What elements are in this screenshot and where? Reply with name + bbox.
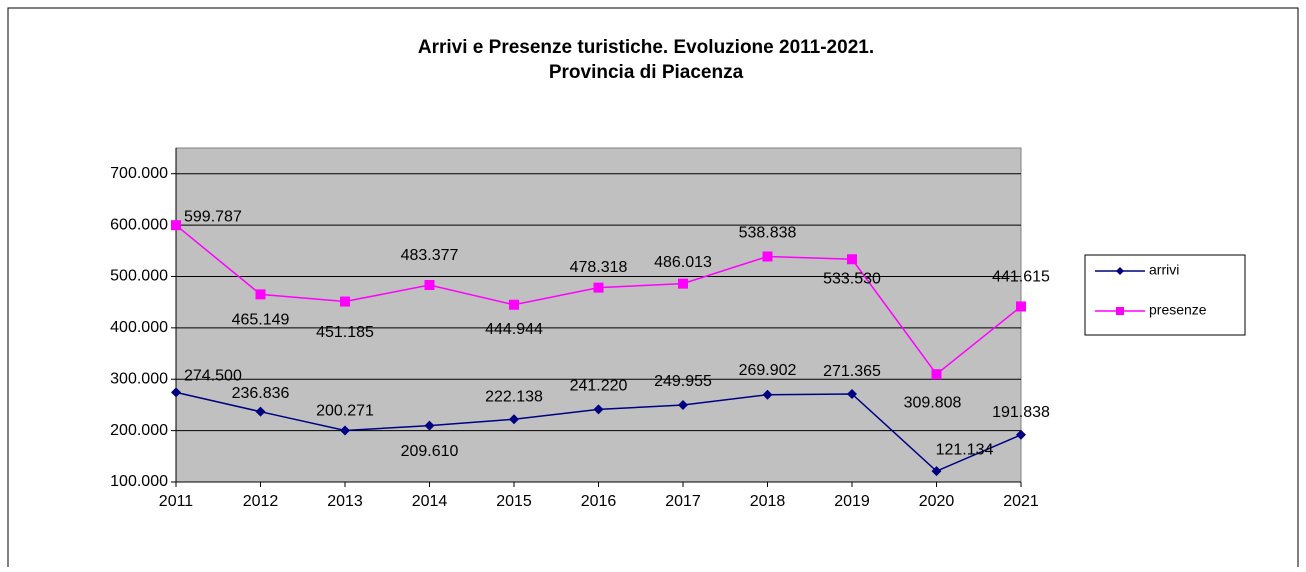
data-label: 483.377 (401, 247, 459, 264)
point (678, 278, 688, 289)
x-tick-label: 2012 (243, 493, 279, 510)
data-label: 200.271 (316, 403, 374, 420)
x-tick-label: 2011 (159, 493, 194, 510)
point (593, 282, 604, 293)
point (1016, 301, 1026, 312)
legend-marker (1116, 307, 1124, 315)
data-label: 465.149 (232, 312, 290, 329)
point (255, 406, 266, 417)
data-label: 222.138 (485, 388, 543, 405)
point (424, 420, 435, 431)
x-tick-label: 2018 (750, 493, 786, 510)
y-tick-label: 400.000 (110, 319, 168, 336)
point (509, 299, 519, 310)
y-tick-label: 700.000 (110, 165, 168, 182)
point (678, 399, 688, 410)
data-label: 451.185 (316, 324, 374, 341)
data-label: 241.220 (570, 378, 628, 395)
y-tick-label: 200.000 (110, 422, 168, 439)
x-tick-label: 2019 (834, 493, 870, 510)
data-label: 441.615 (992, 269, 1050, 286)
data-label: 191.838 (992, 404, 1050, 421)
point (847, 254, 857, 265)
y-tick-label: 100.000 (110, 473, 168, 490)
legend-box (1084, 254, 1246, 336)
y-tick-label: 300.000 (110, 370, 168, 387)
point (424, 280, 435, 291)
point (931, 369, 942, 380)
chart-title: Provincia di Piacenza (549, 62, 744, 83)
point (847, 388, 857, 399)
data-label: 269.902 (739, 362, 797, 379)
point (762, 251, 773, 262)
data-label: 209.610 (401, 443, 459, 460)
point (509, 414, 519, 425)
point (171, 387, 181, 398)
data-label: 444.944 (485, 321, 543, 338)
data-label: 121.134 (936, 441, 994, 458)
plot-area (175, 147, 1022, 483)
data-label: 236.836 (232, 385, 290, 402)
data-label: 249.955 (654, 373, 712, 390)
point (340, 425, 350, 436)
data-label: 599.787 (184, 208, 242, 225)
point (762, 389, 773, 400)
x-tick-label: 2014 (412, 493, 448, 510)
x-tick-label: 2017 (665, 493, 701, 510)
y-tick-label: 500.000 (110, 268, 168, 285)
point (931, 466, 942, 477)
x-tick-label: 2016 (581, 493, 617, 510)
x-tick-label: 2015 (496, 493, 532, 510)
point (255, 289, 266, 300)
x-tick-label: 2020 (919, 493, 955, 510)
data-label: 538.838 (739, 225, 797, 242)
legend-label: arrivi (1149, 262, 1179, 278)
data-label: 309.808 (904, 394, 962, 411)
x-tick-label: 2021 (1003, 493, 1039, 510)
x-tick-label: 2013 (327, 493, 363, 510)
legend-label: presenze (1149, 302, 1207, 318)
data-label: 533.530 (823, 270, 881, 287)
point (1016, 429, 1026, 440)
data-label: 486.013 (654, 254, 712, 271)
point (171, 220, 181, 231)
chart-title: Arrivi e Presenze turistiche. Evoluzione… (418, 37, 874, 58)
data-label: 478.318 (570, 259, 628, 276)
point (340, 296, 350, 307)
point (593, 404, 604, 415)
legend-marker (1116, 267, 1124, 275)
data-label: 274.500 (184, 368, 242, 385)
data-label: 271.365 (823, 363, 881, 380)
y-tick-label: 600.000 (110, 216, 168, 233)
